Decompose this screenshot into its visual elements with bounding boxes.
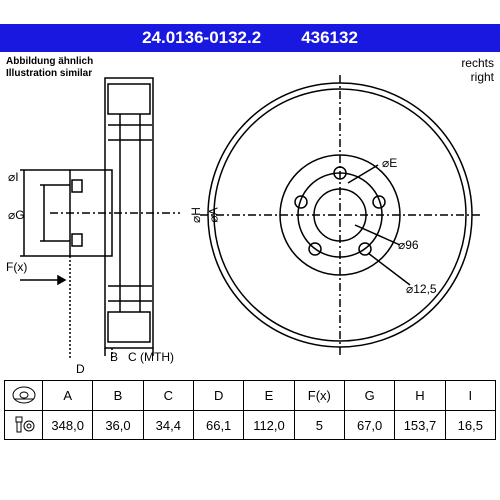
val-D: 66,1 bbox=[193, 410, 243, 440]
bolt-icon bbox=[5, 411, 42, 440]
side-view bbox=[10, 70, 190, 360]
dim-oe: ⌀E bbox=[382, 156, 397, 170]
dim-b: B bbox=[110, 350, 118, 364]
code: 436132 bbox=[301, 28, 358, 48]
dim-og: ⌀G bbox=[8, 208, 25, 222]
dim-oa: ⌀A bbox=[207, 207, 221, 222]
val-B: 36,0 bbox=[92, 410, 142, 440]
dim-o125: ⌀12,5 bbox=[406, 282, 437, 296]
dim-fx: F(x) bbox=[6, 260, 27, 274]
hdr-H: H bbox=[394, 380, 444, 410]
table-header-row: A B C D E F(x) G H I bbox=[42, 380, 496, 410]
icon-cell bbox=[4, 380, 42, 440]
hdr-C: C bbox=[143, 380, 193, 410]
dim-oi: ⌀I bbox=[8, 170, 19, 184]
disc-icon bbox=[5, 381, 42, 411]
hdr-B: B bbox=[92, 380, 142, 410]
val-E: 112,0 bbox=[243, 410, 293, 440]
hdr-G: G bbox=[344, 380, 394, 410]
dim-cmth: C (MTH) bbox=[128, 350, 174, 364]
front-view bbox=[200, 75, 480, 355]
hdr-F: F(x) bbox=[294, 380, 344, 410]
part-number: 24.0136-0132.2 bbox=[142, 28, 261, 48]
val-C: 34,4 bbox=[143, 410, 193, 440]
header-bar: 24.0136-0132.2 436132 bbox=[0, 24, 500, 52]
hdr-I: I bbox=[445, 380, 496, 410]
dimension-table: A B C D E F(x) G H I 348,0 36,0 34,4 66,… bbox=[4, 380, 496, 440]
val-F: 5 bbox=[294, 410, 344, 440]
val-I: 16,5 bbox=[445, 410, 496, 440]
hdr-A: A bbox=[42, 380, 92, 410]
val-H: 153,7 bbox=[394, 410, 444, 440]
hdr-D: D bbox=[193, 380, 243, 410]
val-A: 348,0 bbox=[42, 410, 92, 440]
dim-d: D bbox=[76, 362, 85, 376]
val-G: 67,0 bbox=[344, 410, 394, 440]
dim-o96: ⌀96 bbox=[398, 238, 419, 252]
diagram-area: ⌀I ⌀G F(x) B D C (MTH) ⌀H ⌀A ⌀E ⌀96 ⌀12,… bbox=[0, 60, 500, 370]
dim-oh: ⌀H bbox=[189, 207, 203, 223]
table-value-row: 348,0 36,0 34,4 66,1 112,0 5 67,0 153,7 … bbox=[42, 410, 496, 440]
hdr-E: E bbox=[243, 380, 293, 410]
